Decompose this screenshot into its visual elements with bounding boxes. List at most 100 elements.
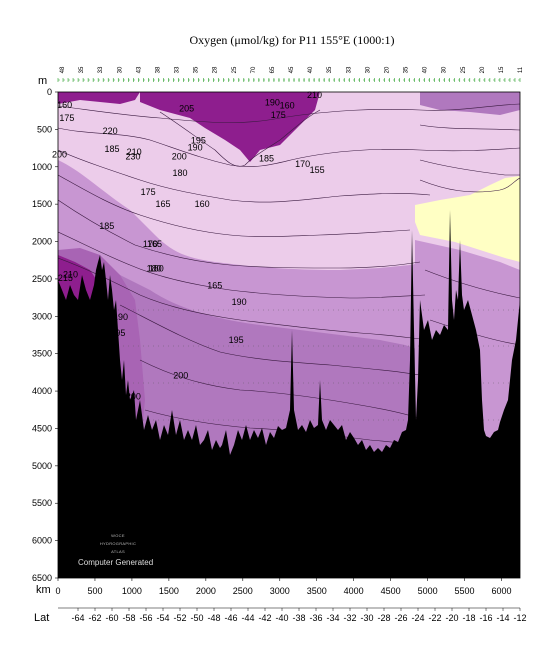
contour-lines xyxy=(58,103,520,446)
contour-line xyxy=(58,199,421,269)
station-label: 40 xyxy=(308,66,314,73)
lat-tick-label: -22 xyxy=(428,613,441,623)
lat-tick-label: -58 xyxy=(122,613,135,623)
lat-tick-label: -30 xyxy=(360,613,373,623)
station-label: 11 xyxy=(518,66,524,73)
contour-label: 170 xyxy=(295,159,310,169)
x-axis: km 0 500 1000 1500 2000 2500 3000 3500 4000 4500 5… xyxy=(36,578,512,596)
lat-tick-label: -26 xyxy=(394,613,407,623)
watermark: WOCE HYDROGRAPHIC ATLAS Computer Generat… xyxy=(78,533,153,567)
x-tick-label: 2000 xyxy=(196,586,216,596)
x-tick-label: 5000 xyxy=(418,586,438,596)
contour-label: 200 xyxy=(126,391,141,401)
station-label: 33 xyxy=(175,66,181,73)
lat-tick-label: -62 xyxy=(88,613,101,623)
station-label: 70 xyxy=(251,66,257,73)
lat-tick-label: -36 xyxy=(309,613,322,623)
contour-label: 190 xyxy=(113,312,128,322)
contour-label: 175 xyxy=(141,187,156,197)
y-axis: 0 500 1000 1500 2000 2500 3000 3500 4000 4500 5000… xyxy=(32,87,58,583)
lat-tick-label: -12 xyxy=(513,613,526,623)
contour-line xyxy=(58,231,426,299)
contour-label: 190 xyxy=(265,97,280,107)
station-label: 35 xyxy=(194,66,200,73)
contour-line xyxy=(419,159,520,176)
station-labels: 48 35 33 30 43 38 33 35 28 25 70 65 45 40 35 33 30 20 35 40… xyxy=(60,66,524,73)
x-tick-label: 4000 xyxy=(344,586,364,596)
contour-label: 160 xyxy=(195,199,210,209)
x-tick-label: 500 xyxy=(87,586,102,596)
station-label: 25 xyxy=(461,66,467,73)
x-axis-label: km xyxy=(36,584,51,596)
o2-band-gt-220-southern xyxy=(58,92,140,104)
o2-band-200-210-north xyxy=(420,92,520,115)
lat-tick-label: -44 xyxy=(241,613,254,623)
ocean-bottom-bathymetry xyxy=(58,210,520,578)
station-label: 65 xyxy=(270,66,276,73)
contour-line xyxy=(419,124,520,131)
contour-label: 190 xyxy=(188,142,203,152)
lat-tick-label: -60 xyxy=(105,613,118,623)
contour-line xyxy=(58,257,431,341)
contour-label: 195 xyxy=(191,136,206,146)
contour-label: 165 xyxy=(207,281,222,291)
contour-label: 95 xyxy=(97,393,107,403)
y-tick-label: 6500 xyxy=(32,573,52,583)
contour-line xyxy=(58,149,431,203)
station-label: 43 xyxy=(136,66,142,73)
station-axis: m 48 35 33 30 43 38 33 35 28 25 70 65 45 40 35 33 30 20 35… xyxy=(38,66,524,87)
o2-band-lt-160 xyxy=(415,176,520,262)
contour-line xyxy=(58,174,411,237)
x-tick-label: 5500 xyxy=(455,586,475,596)
contour-label: 155 xyxy=(310,165,325,175)
station-label: 45 xyxy=(289,66,295,73)
station-label: 33 xyxy=(98,66,104,73)
plot-frame xyxy=(57,91,521,579)
lat-tick-label: -40 xyxy=(275,613,288,623)
station-label: 20 xyxy=(480,66,486,73)
lat-tick-label: -38 xyxy=(292,613,305,623)
lat-tick-label: -14 xyxy=(496,613,509,623)
lat-tick-label: -32 xyxy=(343,613,356,623)
lat-tick-label: -52 xyxy=(173,613,186,623)
watermark-line-2: HYDROGRAPHIC xyxy=(100,541,136,546)
lat-tick-label: -42 xyxy=(258,613,271,623)
lat-tick-label: -20 xyxy=(445,613,458,623)
station-label: 28 xyxy=(213,66,219,73)
contour-label: 200 xyxy=(173,370,188,380)
contour-label: 190 xyxy=(232,297,247,307)
lat-tick-label: -34 xyxy=(326,613,339,623)
lat-tick-label: -64 xyxy=(71,613,84,623)
station-label: 15 xyxy=(499,66,505,73)
station-ticks xyxy=(57,78,521,82)
lat-tick-label: -24 xyxy=(411,613,424,623)
station-label: 38 xyxy=(155,66,161,73)
lat-tick-label: -18 xyxy=(462,613,475,623)
station-label: 30 xyxy=(442,66,448,73)
station-label: 30 xyxy=(365,66,371,73)
lat-tick-label: -16 xyxy=(479,613,492,623)
station-label: 33 xyxy=(346,66,352,73)
contour-label: 180 xyxy=(172,168,187,178)
watermark-line-1: WOCE xyxy=(111,533,125,538)
x-tick-label: 6000 xyxy=(492,586,512,596)
station-label: 48 xyxy=(60,66,66,73)
contour-label: 175 xyxy=(271,110,286,120)
lat-tick-label: -48 xyxy=(207,613,220,623)
station-label: 35 xyxy=(327,66,333,73)
contour-label: 185 xyxy=(99,221,114,231)
contour-label: 205 xyxy=(179,103,194,113)
chart-title: Oxygen (μmol/kg) for P11 155°E (1000:1) xyxy=(189,33,394,47)
x-tick-label: 1500 xyxy=(159,586,179,596)
lat-tick-label: -46 xyxy=(224,613,237,623)
y-tick-label: 3000 xyxy=(32,311,52,321)
contour-label: 195 xyxy=(110,328,125,338)
station-label: 35 xyxy=(404,66,410,73)
y-tick-label: 2500 xyxy=(32,274,52,284)
contour-label: 165 xyxy=(155,199,170,209)
contour-line xyxy=(419,177,520,193)
contour-label: 210 xyxy=(307,90,322,100)
contour-line xyxy=(424,269,520,299)
contour-label: 185 xyxy=(259,154,274,164)
